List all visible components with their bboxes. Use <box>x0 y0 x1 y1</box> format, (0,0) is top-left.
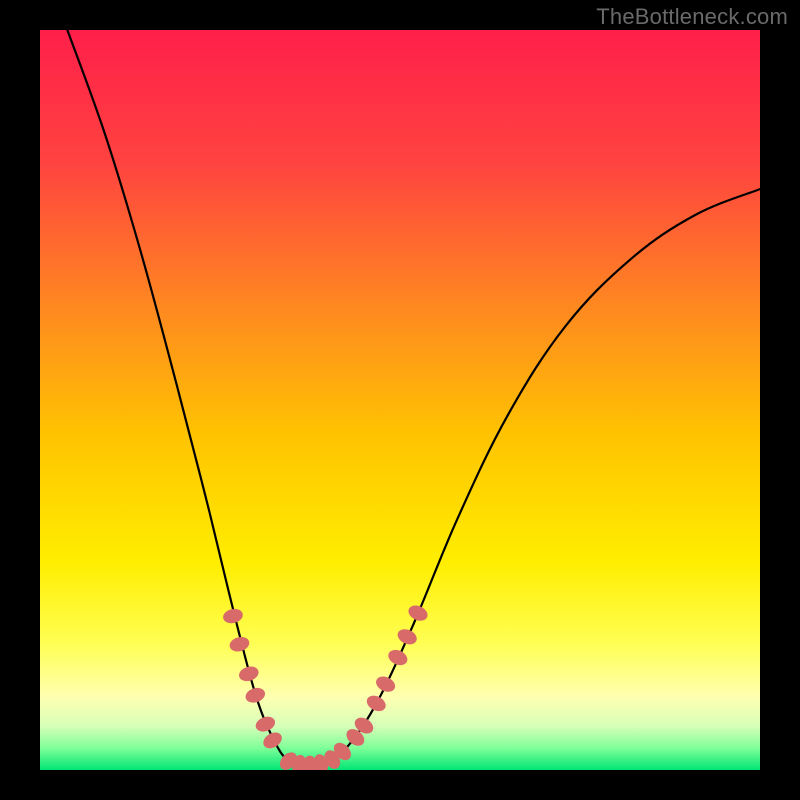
chart-container: TheBottleneck.com <box>0 0 800 800</box>
plot-area <box>40 30 760 770</box>
v-curve-chart <box>40 30 760 770</box>
watermark-text: TheBottleneck.com <box>596 4 788 30</box>
